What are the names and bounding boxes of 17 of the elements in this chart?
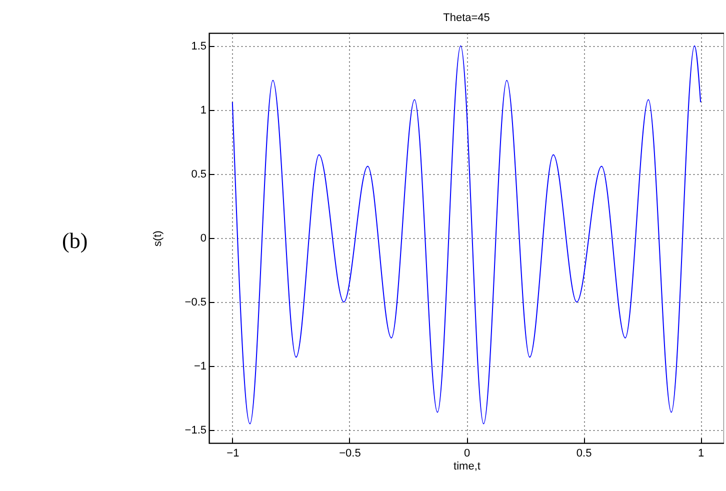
x-tick-label: 1: [698, 448, 704, 460]
y-tick-label: 1: [200, 104, 206, 116]
y-tick-label: −1: [194, 360, 206, 373]
y-tick-label: 0: [200, 232, 206, 244]
x-tick-label: 0.5: [576, 448, 592, 460]
x-tick-label: 0: [464, 448, 470, 460]
y-tick-label: 0.5: [191, 168, 206, 180]
y-tick-label: 1.5: [191, 40, 206, 52]
chart-title: Theta=45: [443, 12, 490, 24]
line-series: [232, 45, 702, 424]
x-axis-title: time,t: [454, 460, 480, 472]
x-tick-label: −0.5: [339, 448, 361, 460]
y-axis-title: s(t): [152, 230, 164, 246]
text: (b): [62, 228, 88, 254]
y-tick-label: −1.5: [184, 424, 206, 437]
x-tick-label: −1: [226, 448, 240, 460]
y-tick-label: −0.5: [184, 296, 206, 309]
